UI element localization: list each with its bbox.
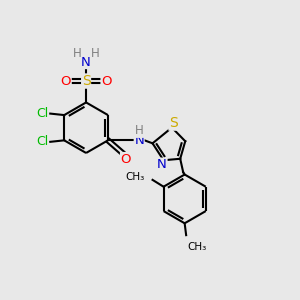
Text: S: S (169, 116, 178, 130)
Text: S: S (82, 74, 91, 88)
Text: O: O (61, 74, 71, 88)
Text: Cl: Cl (36, 135, 48, 148)
Text: CH₃: CH₃ (188, 242, 207, 252)
Text: Cl: Cl (36, 107, 48, 120)
Text: O: O (121, 153, 131, 166)
Text: N: N (157, 158, 167, 171)
Text: H: H (91, 47, 99, 60)
Text: N: N (81, 56, 91, 68)
Text: O: O (101, 74, 112, 88)
Text: H: H (73, 47, 82, 60)
Text: H: H (135, 124, 144, 137)
Text: CH₃: CH₃ (126, 172, 145, 182)
Text: N: N (134, 134, 144, 147)
